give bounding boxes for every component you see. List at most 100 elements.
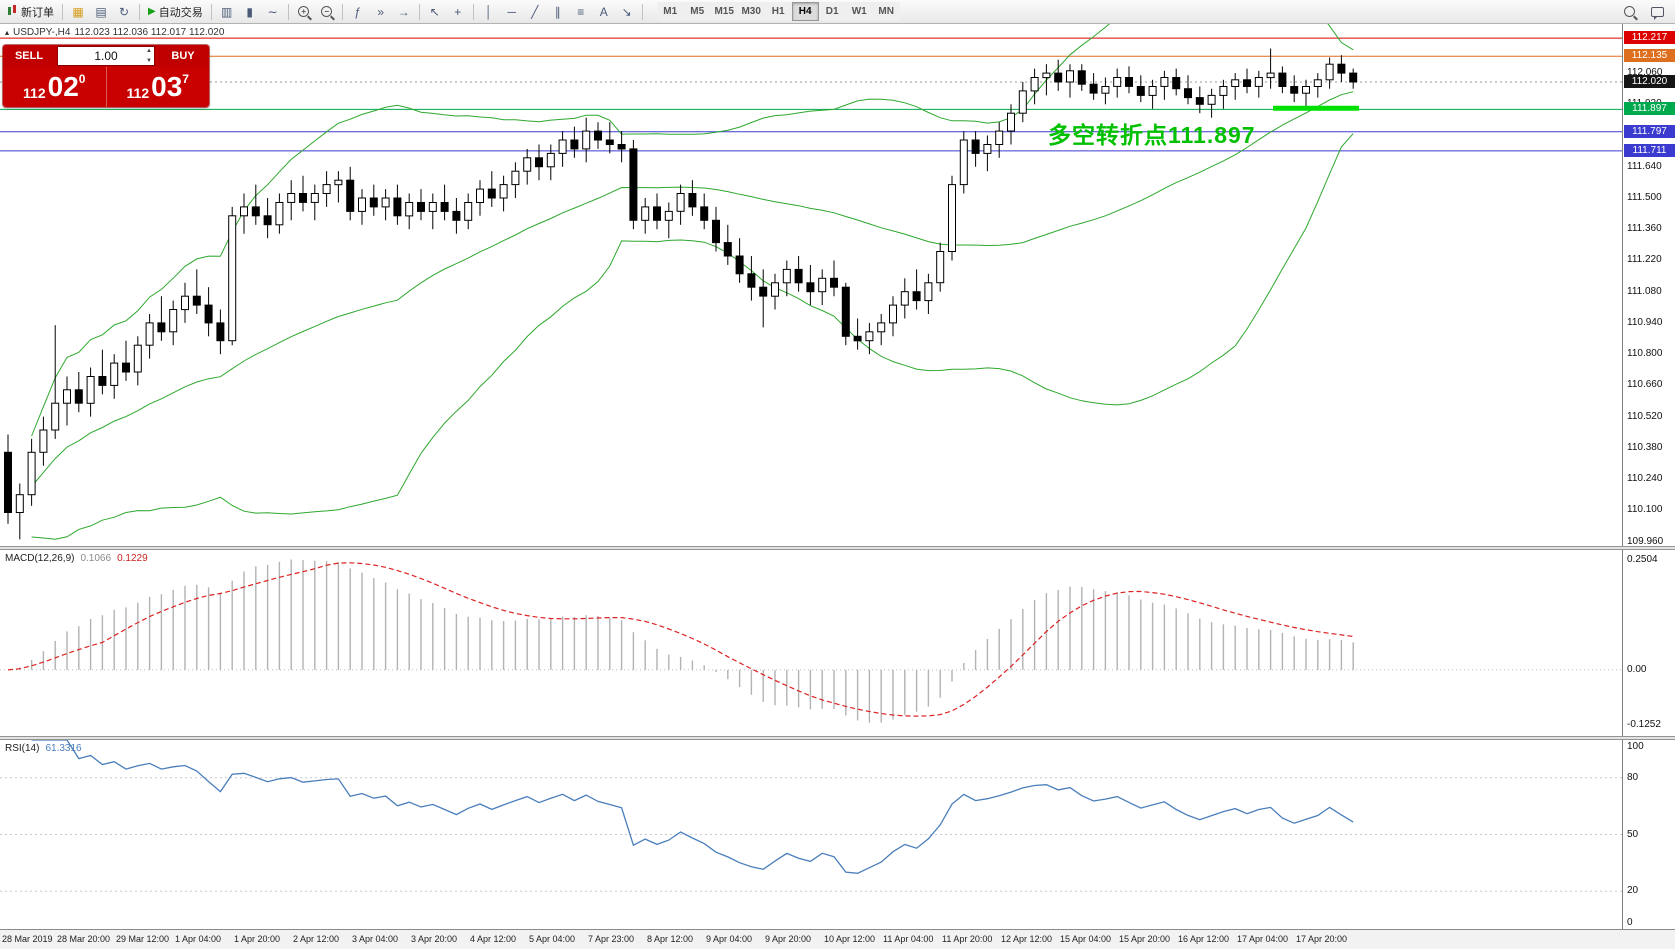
- indicators-button[interactable]: ƒ: [347, 2, 369, 22]
- auto-scroll-icon: »: [377, 4, 385, 19]
- search-button[interactable]: [1618, 2, 1640, 22]
- timeframe-MN[interactable]: MN: [872, 2, 900, 21]
- volume-up-icon[interactable]: ▲: [146, 48, 152, 54]
- rsi-scale-tick: 20: [1627, 885, 1639, 897]
- timeframe-H4[interactable]: H4: [791, 2, 819, 21]
- macd-signal-value: 0.1229: [117, 553, 148, 564]
- main-toolbar: 新订单 ▦ ▤ ↻ ▶ 自动交易 ▥ ▮ ∼ + − ƒ » → ↖ + │ ─…: [0, 0, 1675, 24]
- price-tick: 111.080: [1627, 285, 1662, 297]
- time-label: 11 Apr 04:00: [883, 934, 934, 944]
- timeframe-M5[interactable]: M5: [683, 2, 711, 21]
- rsi-scale-tick: 0: [1627, 917, 1633, 928]
- zoom-out-icon: −: [321, 6, 333, 17]
- volume-input[interactable]: 1.00 ▲ ▼: [57, 46, 155, 66]
- time-label: 15 Apr 04:00: [1060, 934, 1112, 944]
- macd-panel: MACD(12,26,9) 0.1066 0.1229 0.2504 0.00 -0.1…: [0, 550, 1675, 736]
- zoom-in-button[interactable]: +: [293, 2, 315, 22]
- horizontal-line-button[interactable]: ─: [501, 2, 523, 22]
- new-order-label: 新订单: [21, 6, 54, 19]
- time-label: 7 Apr 23:00: [588, 934, 635, 944]
- macd-histogram: [19, 559, 1354, 723]
- one-click-trading-panel: SELL 1.00 ▲ ▼ BUY 112 02 0 112: [3, 45, 209, 107]
- trendline-button[interactable]: ╱: [524, 2, 546, 22]
- trade-panel-prices: 112 02 0 112 03 7: [3, 67, 209, 107]
- rsi-scale[interactable]: 100 80 50 20 0: [1622, 740, 1675, 929]
- rsi-value: 61.3316: [45, 743, 82, 754]
- timeframe-M1[interactable]: M1: [656, 2, 684, 21]
- new-order-button[interactable]: 新订单: [3, 2, 58, 22]
- panel-splitter-2[interactable]: [0, 736, 1675, 740]
- chart-shift-button[interactable]: →: [393, 2, 415, 22]
- toolbar-separator: [418, 3, 420, 20]
- price-tick: 111.500: [1627, 192, 1662, 203]
- time-axis[interactable]: 28 Mar 2019 28 Mar 20:00 29 Mar 12:00 1 Apr…: [0, 929, 1675, 949]
- pivot-annotation: 多空转折点111.897: [1048, 122, 1256, 148]
- line-chart-icon: ∼: [267, 4, 278, 19]
- time-label: 10 Apr 12:00: [824, 934, 876, 944]
- rsi-canvas[interactable]: [0, 740, 1622, 929]
- play-icon: ▶: [148, 5, 156, 17]
- text-tool-button[interactable]: A: [593, 2, 615, 22]
- candlestick-chart-button[interactable]: ▮: [239, 2, 261, 22]
- time-label: 8 Apr 12:00: [647, 934, 694, 944]
- candles-layer: [4, 48, 1358, 540]
- cursor-button[interactable]: ↖: [424, 2, 446, 22]
- autotrade-label: 自动交易: [158, 6, 203, 19]
- channel-button[interactable]: ∥: [547, 2, 569, 22]
- arrow-tool-button[interactable]: ↘: [616, 2, 638, 22]
- chart-window-icon: ▦: [72, 4, 84, 19]
- buy-price-pip: 7: [182, 72, 189, 86]
- sell-price[interactable]: 112 02 0: [3, 67, 106, 107]
- rsi-scale-tick: 50: [1627, 828, 1639, 840]
- time-label: 1 Apr 20:00: [234, 934, 281, 944]
- collapse-icon[interactable]: ▴: [5, 28, 10, 37]
- bar-chart-button[interactable]: ▥: [216, 2, 238, 22]
- timeframe-W1[interactable]: W1: [845, 2, 873, 21]
- volume-value: 1.00: [94, 49, 118, 63]
- panel-splitter-1[interactable]: [0, 546, 1675, 550]
- timeframe-M15[interactable]: M15: [710, 2, 738, 21]
- autotrade-button[interactable]: ▶ 自动交易: [144, 2, 207, 22]
- buy-button[interactable]: BUY: [157, 45, 209, 67]
- candlestick-chart-icon: ▮: [246, 4, 253, 19]
- line-chart-button[interactable]: ∼: [262, 2, 284, 22]
- timeframe-M30[interactable]: M30: [737, 2, 765, 21]
- vertical-line-button[interactable]: │: [478, 2, 500, 22]
- time-label: 5 Apr 04:00: [529, 934, 576, 944]
- main-chart-canvas[interactable]: [0, 24, 1622, 546]
- profiles-button[interactable]: ▤: [90, 2, 112, 22]
- macd-scale[interactable]: 0.2504 0.00 -0.1252: [1622, 550, 1675, 736]
- macd-signal-line: [7, 562, 1354, 717]
- price-scale[interactable]: 109.960 110.100 110.240 110.380 110.520 110.6…: [1622, 24, 1675, 546]
- volume-down-icon[interactable]: ▼: [146, 58, 152, 64]
- refresh-button[interactable]: ↻: [113, 2, 135, 22]
- zoom-out-button[interactable]: −: [316, 2, 338, 22]
- crosshair-button[interactable]: +: [447, 2, 469, 22]
- chart-window-button[interactable]: ▦: [67, 2, 89, 22]
- time-label: 9 Apr 04:00: [706, 934, 753, 944]
- buy-price[interactable]: 112 03 7: [105, 67, 210, 107]
- time-label: 28 Mar 2019: [2, 934, 53, 944]
- price-line-label: 112.135: [1624, 49, 1675, 63]
- price-line-label: 112.217: [1624, 31, 1675, 45]
- chat-button[interactable]: [1646, 2, 1668, 22]
- horizontal-line-icon: ─: [507, 4, 516, 19]
- chart-ohlc-header: ▴ USDJPY-,H4 112.023 112.036 112.017 112…: [5, 27, 224, 38]
- volume-spinner: ▲ ▼: [146, 48, 152, 64]
- time-label: 3 Apr 04:00: [352, 934, 399, 944]
- time-label: 12 Apr 12:00: [1001, 934, 1053, 944]
- price-tick: 110.240: [1627, 473, 1663, 485]
- timeframe-D1[interactable]: D1: [818, 2, 846, 21]
- time-label: 3 Apr 20:00: [411, 934, 458, 944]
- price-line-label: 111.797: [1624, 124, 1675, 138]
- macd-scale-tick: -0.1252: [1627, 719, 1661, 731]
- auto-scroll-button[interactable]: »: [370, 2, 392, 22]
- chart-window: ▴ USDJPY-,H4 112.023 112.036 112.017 112…: [0, 24, 1675, 949]
- macd-canvas[interactable]: [0, 550, 1622, 736]
- sell-button[interactable]: SELL: [3, 45, 55, 67]
- time-label: 29 Mar 12:00: [116, 934, 170, 944]
- timeframe-H1[interactable]: H1: [764, 2, 792, 21]
- fibonacci-button[interactable]: ≡: [570, 2, 592, 22]
- bollinger-band: [31, 133, 1354, 540]
- toolbar-separator: [139, 3, 140, 20]
